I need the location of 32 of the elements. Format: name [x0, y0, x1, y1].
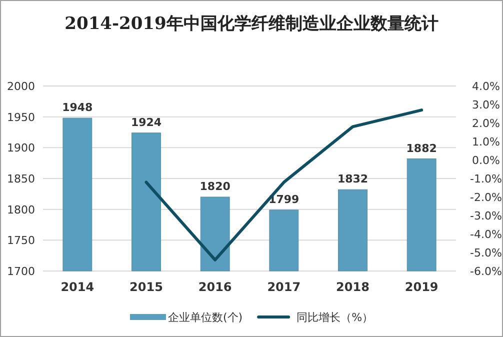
y-tick-label: 1750: [7, 234, 35, 248]
y2-tick-label: -2.0%: [470, 191, 502, 204]
y-tick-label: 2000: [7, 80, 35, 93]
y2-tick-label: -3.0%: [470, 210, 502, 222]
x-tick-label: 2015: [130, 280, 163, 294]
data-label: 1924: [130, 116, 162, 129]
legend-label: 企业单位数(个): [168, 311, 243, 324]
data-label: 1882: [406, 142, 437, 155]
y2-tick-label: -4.0%: [470, 228, 502, 241]
x-tick-label: 2014: [60, 280, 94, 294]
y2-tick-label: 3.0%: [472, 98, 500, 112]
data-label: 1948: [62, 101, 93, 114]
legend-label: 同比增长（%）: [296, 311, 374, 324]
y-tick-label: 1850: [7, 172, 35, 186]
y2-tick-label: 2.0%: [472, 117, 500, 130]
data-label: 1820: [200, 180, 231, 193]
x-tick-label: 2019: [404, 280, 438, 294]
x-tick-label: 2017: [267, 280, 301, 294]
y-tick-label: 1900: [7, 142, 35, 155]
y2-tick-label: -6.0%: [470, 265, 502, 278]
y2-tick-label: 1.0%: [472, 136, 500, 148]
x-tick-label: 2018: [336, 280, 370, 294]
y-tick-label: 1800: [7, 203, 35, 216]
y2-tick-label: -5.0%: [470, 246, 502, 260]
y-tick-label: 1950: [7, 110, 35, 124]
title: 2014-2019年中国化学纤维制造业企业数量统计: [64, 13, 440, 36]
x-tick-label: 2016: [198, 280, 232, 294]
y2-tick-label: 4.0%: [472, 80, 500, 93]
y-tick-label: 1700: [7, 265, 35, 278]
data-label: 1832: [337, 172, 368, 186]
y2-tick-label: 0.0%: [472, 154, 500, 167]
y2-tick-label: -1.0%: [470, 172, 502, 186]
